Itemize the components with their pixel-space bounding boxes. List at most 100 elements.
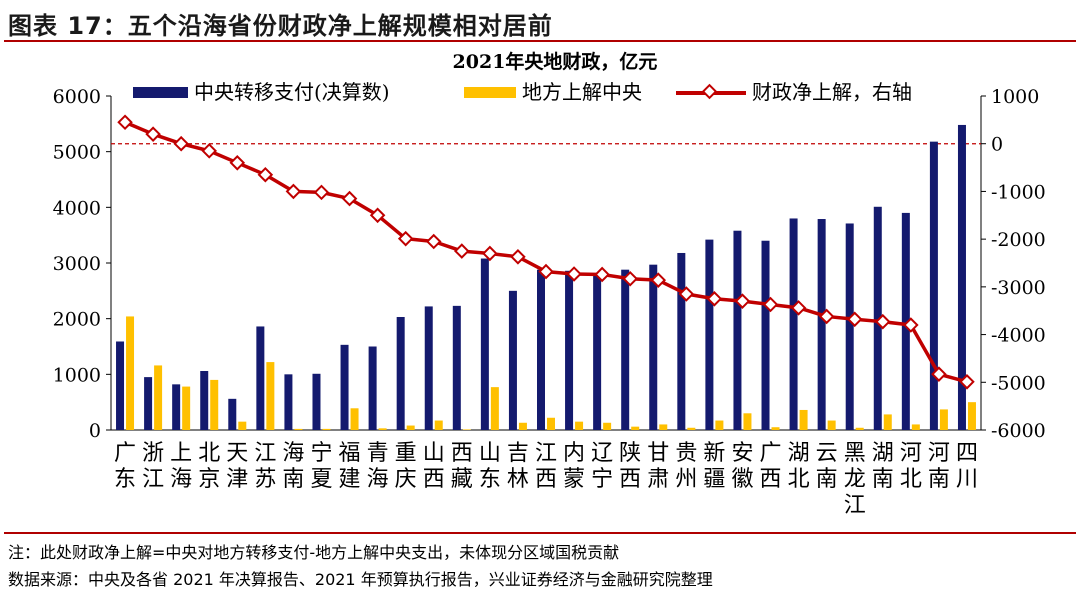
left-tick-label: 3000 [53, 253, 101, 275]
category-label: 安 [731, 441, 753, 466]
bar-central [284, 374, 293, 430]
category-label: 福 [339, 441, 361, 466]
bar-local [294, 428, 303, 430]
net-point [818, 308, 835, 325]
category-label: 龙 [844, 467, 866, 492]
category-label: 黑 [844, 441, 866, 466]
bar-local [799, 409, 808, 430]
bar-local [631, 426, 640, 430]
category-label: 苏 [254, 467, 276, 492]
net-point [846, 311, 863, 328]
bar-central [565, 270, 574, 430]
net-point [173, 135, 189, 152]
net-point [874, 313, 891, 330]
bar-local [715, 420, 724, 430]
category-label: 上 [170, 441, 192, 466]
bar-local [575, 421, 584, 430]
bar-central [452, 305, 461, 430]
category-label: 河 [928, 441, 950, 466]
bar-local [406, 425, 415, 430]
category-label: 南 [282, 467, 304, 492]
category-label: 疆 [703, 467, 725, 492]
right-tick-label: -2000 [991, 229, 1046, 251]
net-point [285, 183, 302, 200]
category-label: 新 [703, 441, 725, 466]
bar-central [845, 223, 854, 430]
category-label: 海 [282, 441, 304, 466]
bar-central [424, 306, 433, 430]
net-line-path [124, 120, 968, 384]
category-label: 河 [900, 441, 922, 466]
bar-local [378, 428, 387, 430]
category-label: 宁 [591, 467, 613, 492]
category-label: 湖 [872, 441, 894, 466]
category-label: 肃 [647, 467, 669, 492]
chart: 2021年央地财政，亿元 0 1000 2000 3000 4000 5000 6000 10… [53, 50, 1046, 518]
net-point [369, 207, 386, 224]
data-source: 数据来源：中央及各省 2021 年决算报告、2021 年预算执行报告，兴业证券经… [8, 570, 713, 589]
net-point [566, 266, 582, 282]
category-label: 宁 [310, 441, 332, 466]
category-label: 贵 [675, 441, 697, 466]
bar-central [901, 212, 910, 430]
category-label: 江 [535, 441, 557, 466]
bar-local [266, 362, 275, 430]
net-point [790, 300, 807, 316]
left-tick-label: 0 [89, 420, 101, 442]
category-label: 天 [226, 441, 248, 466]
bar-central [508, 290, 517, 430]
legend-swatch-central [133, 87, 188, 98]
category-label: 庆 [395, 467, 417, 492]
bar-central [537, 269, 545, 430]
left-tick-label: 4000 [53, 197, 101, 219]
legend-swatch-net-marker [701, 83, 718, 100]
bar-local [855, 427, 864, 430]
net-point [257, 166, 274, 183]
bar-local [911, 424, 920, 430]
bar-central [957, 124, 966, 431]
category-label: 江 [254, 441, 276, 466]
bar-local [434, 420, 443, 430]
chart-note: 注：此处财政净上解=中央对地方转移支付-地方上解中央支出，未体现分区域国税贡献 [8, 543, 620, 562]
category-label: 陕 [619, 441, 641, 466]
category-label: 广 [114, 441, 136, 466]
category-label: 南 [872, 467, 894, 492]
net-point [145, 126, 161, 142]
category-label: 南 [816, 467, 838, 492]
net-point [341, 190, 358, 207]
bar-central [480, 258, 489, 430]
title-rule [4, 40, 1076, 42]
bar-central [621, 269, 630, 430]
left-tick-label: 6000 [53, 86, 101, 108]
category-label: 夏 [310, 467, 332, 492]
category-label: 云 [816, 441, 838, 466]
category-label: 北 [788, 467, 810, 492]
bar-local [462, 429, 471, 430]
bar-central [593, 275, 602, 430]
category-label: 津 [226, 467, 248, 492]
category-label: 林 [507, 467, 529, 492]
category-label: 湖 [788, 441, 810, 466]
category-label: 北 [198, 441, 220, 466]
category-label: 建 [339, 467, 361, 492]
category-label: 浙 [142, 441, 164, 466]
bar-central [172, 384, 181, 430]
category-label: 西 [619, 467, 641, 492]
category-label: 内 [563, 441, 585, 466]
net-point [678, 286, 695, 302]
net-point [903, 317, 919, 333]
net-point [538, 263, 554, 280]
legend-label-net: 财政净上解，右轴 [752, 80, 912, 104]
bar-local [154, 365, 163, 430]
net-point [229, 155, 246, 171]
category-label: 西 [423, 467, 445, 492]
right-tick-label: -3000 [991, 277, 1046, 299]
right-tick-label: 0 [991, 134, 1003, 156]
bar-local [659, 424, 668, 430]
bar-central [733, 230, 742, 430]
net-point [931, 366, 947, 382]
bar-local [827, 420, 836, 430]
bar-central [312, 373, 321, 430]
bar-local [210, 379, 219, 430]
category-label: 山 [423, 441, 445, 466]
